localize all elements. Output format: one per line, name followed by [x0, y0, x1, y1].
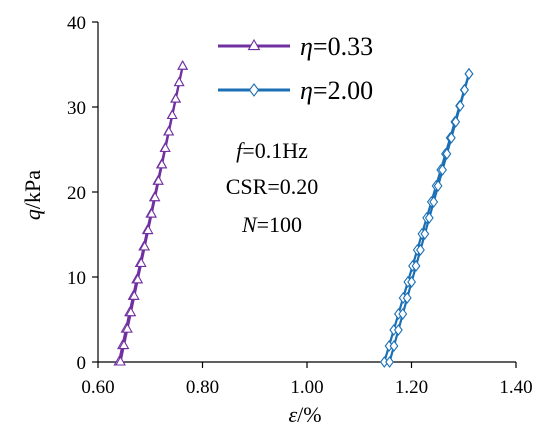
- diamond-marker: [402, 292, 412, 304]
- triangle-marker: [173, 76, 185, 87]
- triangle-marker: [121, 323, 133, 333]
- diamond-marker: [424, 212, 434, 224]
- diamond-marker: [393, 324, 403, 336]
- diamond-marker: [446, 131, 456, 144]
- triangle-marker: [146, 207, 157, 218]
- legend-label-eta-033: η=0.33: [300, 32, 373, 61]
- triangle-marker: [118, 339, 130, 350]
- triangle-marker: [125, 306, 137, 317]
- triangle-marker: [128, 290, 140, 300]
- x-axis-title: ε/%: [288, 402, 321, 427]
- test-conditions: f=0.1Hz CSR=0.20 N=100: [226, 138, 319, 237]
- triangle-marker: [247, 38, 261, 51]
- triangle-marker: [163, 125, 175, 136]
- series-1: [379, 67, 474, 368]
- legend-marker-eta-200: [248, 83, 260, 97]
- triangle-marker: [166, 109, 178, 120]
- diamond-marker: [442, 147, 452, 160]
- x-tick-label: 1.40: [499, 377, 532, 398]
- diamond-marker: [411, 260, 421, 272]
- legend-entry-eta-033: η=0.33: [218, 32, 373, 61]
- annotation-cycles: N=100: [241, 212, 302, 237]
- legend-label-eta-200: η=2.00: [300, 76, 373, 105]
- annotation-frequency: f=0.1Hz: [236, 138, 308, 163]
- legend-entry-eta-200: η=2.00: [218, 76, 373, 105]
- x-tick-label: 1.00: [290, 377, 323, 398]
- y-tick-label: 0: [77, 353, 87, 374]
- diamond-marker: [389, 340, 399, 352]
- diamond-marker: [416, 244, 425, 256]
- triangle-marker: [139, 240, 151, 251]
- triangle-marker: [142, 224, 154, 235]
- diamond-marker: [460, 83, 470, 96]
- triangle-marker: [159, 142, 171, 152]
- diamond-marker: [420, 228, 430, 240]
- y-tick-label: 40: [67, 13, 86, 34]
- diamond-marker: [385, 356, 394, 368]
- diamond-marker: [429, 196, 439, 208]
- diamond-marker: [464, 67, 474, 80]
- diamond-marker: [438, 163, 447, 176]
- legend: η=0.33 η=2.00: [218, 32, 373, 105]
- series-layer: [113, 60, 474, 368]
- diamond-marker: [398, 308, 408, 320]
- y-tick-label: 10: [67, 268, 86, 289]
- x-tick-label: 0.80: [186, 377, 219, 398]
- annotation-csr: CSR=0.20: [226, 174, 319, 199]
- triangle-marker: [170, 92, 182, 103]
- y-axis-title: q/kPa: [20, 170, 45, 220]
- x-tick-label: 0.60: [81, 377, 114, 398]
- diamond-marker: [455, 99, 465, 112]
- diamond-marker: [248, 83, 260, 97]
- y-tick-label: 30: [67, 98, 86, 119]
- ticks: 0.60 0.80 1.00 1.20 1.40 0 10 20 30 40: [67, 13, 533, 398]
- triangle-marker: [156, 158, 168, 169]
- triangle-marker: [135, 257, 147, 267]
- triangle-marker: [153, 175, 164, 185]
- triangle-marker: [149, 191, 161, 202]
- x-tick-label: 1.20: [395, 377, 428, 398]
- y-tick-label: 20: [67, 183, 86, 204]
- triangle-marker: [132, 273, 144, 284]
- series-0: [113, 60, 189, 366]
- diamond-marker: [451, 115, 461, 128]
- triangle-marker: [115, 355, 126, 366]
- diamond-marker: [433, 179, 443, 192]
- diamond-marker: [407, 276, 417, 288]
- triangle-marker: [177, 60, 189, 70]
- legend-marker-eta-033: [247, 38, 261, 51]
